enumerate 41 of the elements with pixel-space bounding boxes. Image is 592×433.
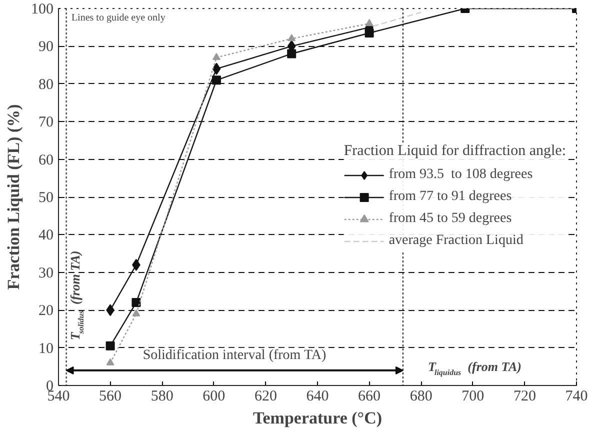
x-tick-label: 600 [202, 388, 226, 404]
y-tick-label: 60 [38, 152, 54, 168]
x-axis-title: Temperature (°C) [252, 408, 382, 428]
y-tick-label: 20 [38, 303, 54, 320]
point [212, 62, 221, 75]
x-tick-label: 580 [150, 388, 174, 404]
x-tick-label: 660 [358, 388, 381, 404]
point [287, 49, 296, 58]
y-tick-label: 40 [38, 228, 54, 244]
point [288, 34, 296, 42]
y-tick-label: 30 [38, 265, 54, 282]
legend-label: from 45 to 59 degrees [388, 210, 512, 226]
legend-label: from 93.5 to 108 degrees [388, 166, 533, 182]
legend-label: from 77 to 91 degrees [388, 188, 512, 204]
point [106, 341, 115, 350]
y-tick-label: 70 [38, 114, 54, 131]
x-tick-label: 720 [513, 388, 536, 404]
annotation: Lines to guide eye only [71, 12, 166, 24]
legend-title: Fraction Liquid for diffraction angle: [344, 142, 566, 160]
y-tick-label: 100 [31, 2, 54, 18]
x-tick-label: 620 [254, 388, 277, 404]
y-tick-label: 80 [38, 76, 54, 93]
point [212, 52, 220, 60]
y-tick-label: 50 [38, 190, 54, 206]
x-tick-label: 560 [99, 388, 122, 404]
x-tick-label: 700 [462, 388, 484, 404]
point [364, 28, 374, 38]
ref-line-label: Tsolidus (from TA) [67, 250, 86, 340]
point [132, 298, 141, 308]
y-axis-title: Fraction Liquid (FL) (%) [4, 104, 23, 290]
x-tick-label: 740 [565, 388, 588, 404]
point [365, 19, 374, 26]
point [106, 358, 114, 366]
y-tick-label: 10 [38, 340, 54, 357]
point [212, 76, 221, 85]
x-tick-label: 680 [410, 388, 432, 404]
annotation: Solidification interval (from TA) [142, 348, 326, 363]
point [132, 309, 140, 316]
x-tick-label: 640 [306, 388, 329, 404]
y-tick-label: 90 [38, 39, 54, 56]
legend-label: average Fraction Liquid [388, 232, 524, 248]
